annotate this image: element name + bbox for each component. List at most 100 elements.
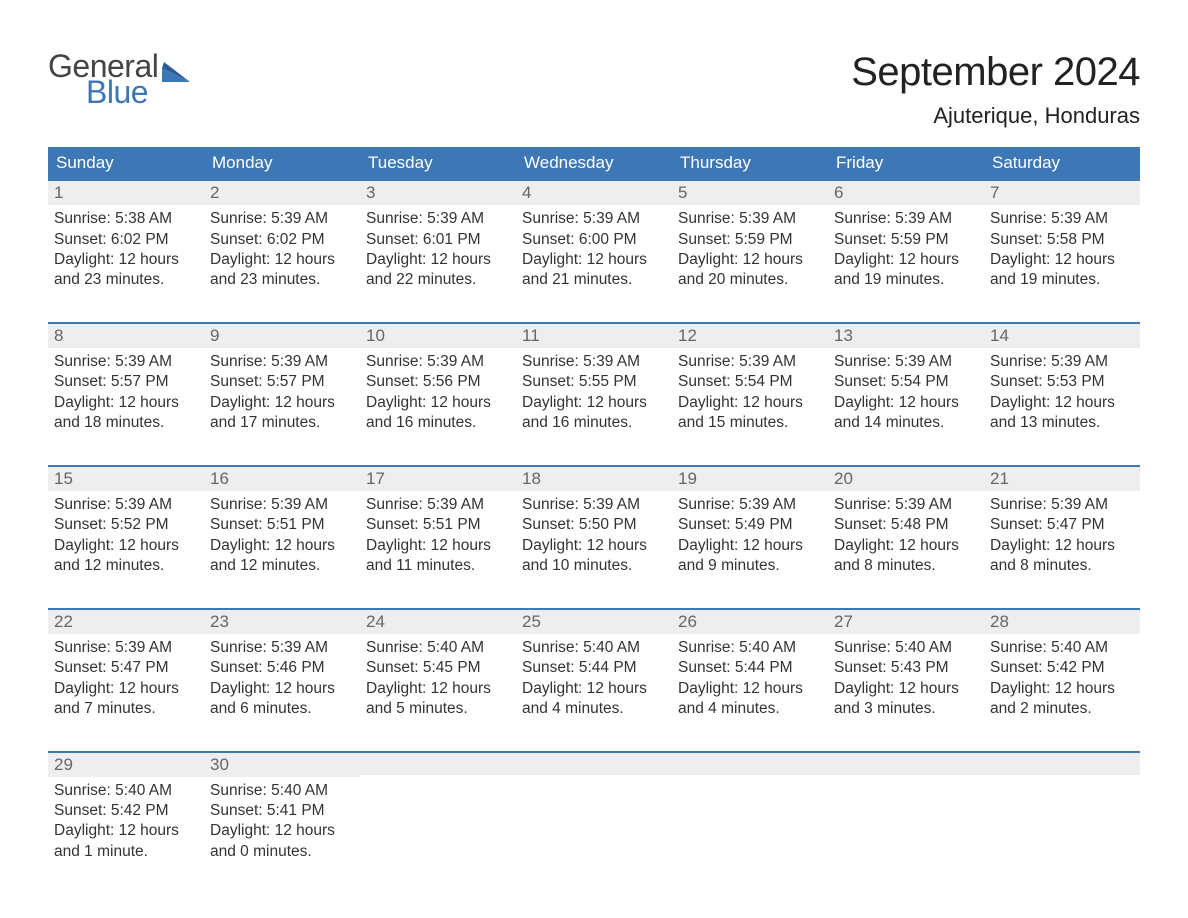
weekday-header: Wednesday — [516, 147, 672, 179]
daylight-line: Daylight: 12 hours and 4 minutes. — [678, 679, 822, 719]
daylight-line: Daylight: 12 hours and 13 minutes. — [990, 393, 1134, 433]
day-details: Sunrise: 5:40 AMSunset: 5:43 PMDaylight:… — [828, 634, 984, 723]
calendar-day: 15Sunrise: 5:39 AMSunset: 5:52 PMDayligh… — [48, 467, 204, 580]
daylight-line: Daylight: 12 hours and 10 minutes. — [522, 536, 666, 576]
sunset-line: Sunset: 5:54 PM — [678, 372, 822, 392]
calendar-day: 30Sunrise: 5:40 AMSunset: 5:41 PMDayligh… — [204, 753, 360, 866]
daylight-line: Daylight: 12 hours and 16 minutes. — [366, 393, 510, 433]
calendar-page: General Blue September 2024 Ajuterique, … — [0, 0, 1188, 906]
day-details: Sunrise: 5:39 AMSunset: 5:57 PMDaylight:… — [204, 348, 360, 437]
sunset-line: Sunset: 5:54 PM — [834, 372, 978, 392]
day-number: 12 — [672, 324, 828, 348]
sunrise-line: Sunrise: 5:39 AM — [522, 495, 666, 515]
sunrise-line: Sunrise: 5:40 AM — [834, 638, 978, 658]
sunrise-line: Sunrise: 5:39 AM — [366, 495, 510, 515]
sunset-line: Sunset: 5:48 PM — [834, 515, 978, 535]
day-details: Sunrise: 5:40 AMSunset: 5:44 PMDaylight:… — [516, 634, 672, 723]
sunset-line: Sunset: 5:56 PM — [366, 372, 510, 392]
daylight-line: Daylight: 12 hours and 8 minutes. — [990, 536, 1134, 576]
day-details: Sunrise: 5:39 AMSunset: 5:59 PMDaylight:… — [672, 205, 828, 294]
sunset-line: Sunset: 6:02 PM — [54, 230, 198, 250]
calendar-day — [984, 753, 1140, 866]
daylight-line: Daylight: 12 hours and 14 minutes. — [834, 393, 978, 433]
sunrise-line: Sunrise: 5:39 AM — [522, 352, 666, 372]
weekday-header: Thursday — [672, 147, 828, 179]
sunset-line: Sunset: 5:42 PM — [990, 658, 1134, 678]
daylight-line: Daylight: 12 hours and 12 minutes. — [210, 536, 354, 576]
sunset-line: Sunset: 5:42 PM — [54, 801, 198, 821]
sunrise-line: Sunrise: 5:39 AM — [54, 352, 198, 372]
sunrise-line: Sunrise: 5:40 AM — [678, 638, 822, 658]
day-details: Sunrise: 5:39 AMSunset: 5:47 PMDaylight:… — [984, 491, 1140, 580]
sunrise-line: Sunrise: 5:39 AM — [990, 495, 1134, 515]
sunrise-line: Sunrise: 5:39 AM — [54, 495, 198, 515]
day-number: 20 — [828, 467, 984, 491]
sunrise-line: Sunrise: 5:40 AM — [54, 781, 198, 801]
day-details: Sunrise: 5:39 AMSunset: 5:52 PMDaylight:… — [48, 491, 204, 580]
sunset-line: Sunset: 5:43 PM — [834, 658, 978, 678]
calendar-day: 21Sunrise: 5:39 AMSunset: 5:47 PMDayligh… — [984, 467, 1140, 580]
day-number: 5 — [672, 181, 828, 205]
sunset-line: Sunset: 6:02 PM — [210, 230, 354, 250]
calendar-weeks: 1Sunrise: 5:38 AMSunset: 6:02 PMDaylight… — [48, 179, 1140, 866]
sunrise-line: Sunrise: 5:38 AM — [54, 209, 198, 229]
day-details: Sunrise: 5:39 AMSunset: 5:46 PMDaylight:… — [204, 634, 360, 723]
location: Ajuterique, Honduras — [851, 103, 1140, 129]
sunrise-line: Sunrise: 5:39 AM — [210, 638, 354, 658]
calendar-day: 29Sunrise: 5:40 AMSunset: 5:42 PMDayligh… — [48, 753, 204, 866]
day-number: 7 — [984, 181, 1140, 205]
day-number: 28 — [984, 610, 1140, 634]
sunrise-line: Sunrise: 5:39 AM — [678, 209, 822, 229]
day-details: Sunrise: 5:39 AMSunset: 5:56 PMDaylight:… — [360, 348, 516, 437]
calendar-day: 26Sunrise: 5:40 AMSunset: 5:44 PMDayligh… — [672, 610, 828, 723]
calendar-day — [360, 753, 516, 866]
daylight-line: Daylight: 12 hours and 12 minutes. — [54, 536, 198, 576]
day-details: Sunrise: 5:40 AMSunset: 5:44 PMDaylight:… — [672, 634, 828, 723]
day-number: 6 — [828, 181, 984, 205]
weekday-header-row: SundayMondayTuesdayWednesdayThursdayFrid… — [48, 147, 1140, 179]
calendar: SundayMondayTuesdayWednesdayThursdayFrid… — [48, 147, 1140, 866]
sunset-line: Sunset: 5:51 PM — [366, 515, 510, 535]
daylight-line: Daylight: 12 hours and 5 minutes. — [366, 679, 510, 719]
day-number: 11 — [516, 324, 672, 348]
brand-logo: General Blue — [48, 50, 190, 108]
day-details: Sunrise: 5:39 AMSunset: 5:57 PMDaylight:… — [48, 348, 204, 437]
calendar-day: 5Sunrise: 5:39 AMSunset: 5:59 PMDaylight… — [672, 181, 828, 294]
daylight-line: Daylight: 12 hours and 3 minutes. — [834, 679, 978, 719]
day-number: 25 — [516, 610, 672, 634]
calendar-day: 18 Sunrise: 5:39 AMSunset: 5:50 PMDayligh… — [516, 467, 672, 580]
sunset-line: Sunset: 5:45 PM — [366, 658, 510, 678]
daylight-line: Daylight: 12 hours and 19 minutes. — [834, 250, 978, 290]
day-number: 2 — [204, 181, 360, 205]
day-number: 18 — [516, 467, 672, 491]
weekday-header: Saturday — [984, 147, 1140, 179]
day-details: Sunrise: 5:39 AMSunset: 5:55 PMDaylight:… — [516, 348, 672, 437]
calendar-day: 4Sunrise: 5:39 AMSunset: 6:00 PMDaylight… — [516, 181, 672, 294]
daylight-line: Daylight: 12 hours and 15 minutes. — [678, 393, 822, 433]
day-details: Sunrise: 5:39 AMSunset: 5:59 PMDaylight:… — [828, 205, 984, 294]
calendar-week: 15Sunrise: 5:39 AMSunset: 5:52 PMDayligh… — [48, 465, 1140, 580]
calendar-day: 27Sunrise: 5:40 AMSunset: 5:43 PMDayligh… — [828, 610, 984, 723]
sunset-line: Sunset: 5:50 PM — [522, 515, 666, 535]
calendar-day: 17Sunrise: 5:39 AMSunset: 5:51 PMDayligh… — [360, 467, 516, 580]
day-details: Sunrise: 5:40 AMSunset: 5:42 PMDaylight:… — [48, 777, 204, 866]
sunset-line: Sunset: 5:51 PM — [210, 515, 354, 535]
sunset-line: Sunset: 5:59 PM — [678, 230, 822, 250]
sunset-line: Sunset: 5:52 PM — [54, 515, 198, 535]
day-details: Sunrise: 5:39 AMSunset: 5:51 PMDaylight:… — [204, 491, 360, 580]
day-details: Sunrise: 5:39 AMSunset: 5:53 PMDaylight:… — [984, 348, 1140, 437]
daylight-line: Daylight: 12 hours and 23 minutes. — [54, 250, 198, 290]
calendar-day: 19Sunrise: 5:39 AMSunset: 5:49 PMDayligh… — [672, 467, 828, 580]
daylight-line: Daylight: 12 hours and 9 minutes. — [678, 536, 822, 576]
calendar-day: 7Sunrise: 5:39 AMSunset: 5:58 PMDaylight… — [984, 181, 1140, 294]
sunset-line: Sunset: 5:53 PM — [990, 372, 1134, 392]
calendar-day: 10Sunrise: 5:39 AMSunset: 5:56 PMDayligh… — [360, 324, 516, 437]
day-number: 19 — [672, 467, 828, 491]
day-number: 1 — [48, 181, 204, 205]
daylight-line: Daylight: 12 hours and 2 minutes. — [990, 679, 1134, 719]
daylight-line: Daylight: 12 hours and 16 minutes. — [522, 393, 666, 433]
day-details: Sunrise: 5:39 AMSunset: 5:49 PMDaylight:… — [672, 491, 828, 580]
sunset-line: Sunset: 5:41 PM — [210, 801, 354, 821]
daylight-line: Daylight: 12 hours and 7 minutes. — [54, 679, 198, 719]
weekday-header: Sunday — [48, 147, 204, 179]
